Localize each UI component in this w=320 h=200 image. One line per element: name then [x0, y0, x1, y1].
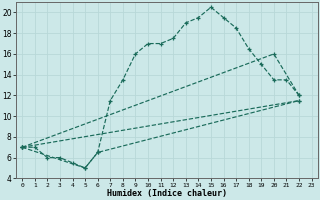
X-axis label: Humidex (Indice chaleur): Humidex (Indice chaleur) — [107, 189, 227, 198]
